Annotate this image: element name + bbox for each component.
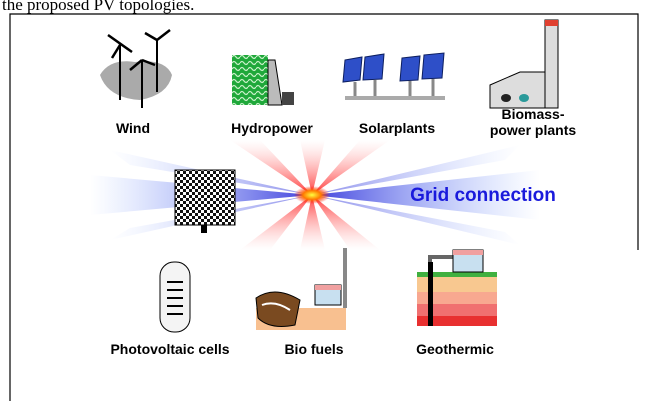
node-label: Biomass- <box>501 106 564 122</box>
node-label: Solarplants <box>359 120 435 136</box>
wind-icon <box>100 30 172 108</box>
node-label: power plants <box>490 122 577 138</box>
node-label: Hydropower <box>231 120 313 136</box>
node-label: Geothermic <box>416 341 494 357</box>
grid-panel-icon <box>175 170 235 233</box>
diagram: the proposed PV topologies. <box>0 0 646 401</box>
node-label: Photovoltaic cells <box>110 341 229 357</box>
photovoltaic-icon <box>160 262 190 332</box>
page: the proposed PV topologies. <box>0 0 646 401</box>
header-text: the proposed PV topologies. <box>2 0 194 14</box>
hydropower-icon <box>232 55 294 105</box>
biofuels-icon <box>256 248 347 330</box>
biomass-icon <box>490 20 558 108</box>
node-label: Bio fuels <box>284 341 343 357</box>
solarplants-icon <box>343 53 445 100</box>
center-label: Grid connection <box>410 185 556 206</box>
node-label: Wind <box>116 120 150 136</box>
geothermic-icon <box>417 250 497 326</box>
